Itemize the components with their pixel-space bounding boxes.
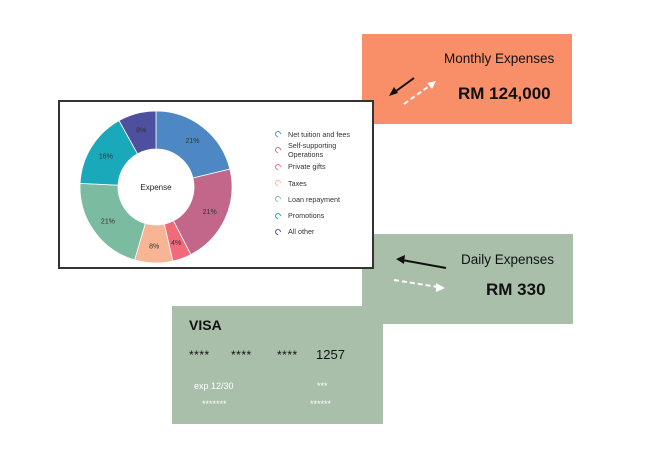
slice-percent-label: 21% <box>203 209 217 216</box>
legend-label: Loan repayment <box>288 194 340 204</box>
card-holder-mask: ****** <box>310 399 332 409</box>
legend-item[interactable]: Private gifts <box>273 159 372 175</box>
monthly-expenses-amount: RM 124,000 <box>458 84 551 103</box>
donut-center-label: Expense <box>140 183 172 192</box>
daily-expenses-amount: RM 330 <box>486 280 546 299</box>
chart-legend: Net tuition and fees Self-supporting Oper… <box>273 126 372 240</box>
legend-swatch-icon <box>273 146 283 155</box>
transfer-arrows-icon <box>393 255 447 292</box>
legend-item[interactable]: Loan repayment <box>273 191 372 207</box>
card-expiry: exp 12/30 <box>194 381 234 391</box>
legend-label: Taxes <box>288 178 307 188</box>
legend-label: Net tuition and fees <box>288 129 350 139</box>
legend-label: All other <box>288 227 315 237</box>
card-last-four: 1257 <box>316 347 345 362</box>
slice-percent-label: 16% <box>99 153 113 160</box>
slice-percent-label: 21% <box>185 138 199 145</box>
legend-label: Private gifts <box>288 162 326 172</box>
legend-swatch-icon <box>273 178 283 188</box>
legend-swatch-icon <box>273 162 283 171</box>
daily-expenses-card[interactable]: Daily Expenses RM 330 <box>362 234 573 324</box>
legend-item[interactable]: Net tuition and fees <box>273 126 372 142</box>
slice-percent-label: 4% <box>171 240 181 247</box>
card-number-group: **** <box>231 348 252 362</box>
transfer-arrows-icon <box>389 77 436 105</box>
expense-donut-chart: 21% 21% 4% 8% 21% 16% 8% Expense <box>79 110 233 264</box>
card-number-group: **** <box>189 348 210 362</box>
card-number-group: **** <box>277 348 298 362</box>
slice-percent-label: 21% <box>101 219 115 226</box>
donut-slice[interactable] <box>118 110 157 155</box>
legend-item[interactable]: Taxes <box>273 175 372 191</box>
card-cvv: *** <box>317 381 328 391</box>
card-brand: VISA <box>189 317 222 333</box>
daily-expenses-title: Daily Expenses <box>461 252 555 267</box>
legend-item[interactable]: Promotions <box>273 207 372 223</box>
legend-item[interactable]: All other <box>273 224 372 240</box>
legend-swatch-icon <box>273 195 283 204</box>
legend-swatch-icon <box>273 129 283 139</box>
monthly-expenses-title: Monthly Expenses <box>444 51 555 66</box>
card-holder-mask: ******* <box>202 399 227 409</box>
legend-label: Promotions <box>288 211 325 221</box>
monthly-expenses-card[interactable]: Monthly Expenses RM 124,000 <box>362 34 572 124</box>
slice-percent-label: 8% <box>149 243 159 250</box>
visa-card[interactable]: VISA **** **** **** 1257 exp 12/30 *** *… <box>172 306 383 424</box>
slice-percent-label: 8% <box>136 127 146 134</box>
legend-swatch-icon <box>273 227 283 237</box>
legend-label: Self-supporting Operations <box>287 141 337 160</box>
legend-item[interactable]: Self-supporting Operations <box>273 141 372 160</box>
expense-chart-panel: 21% 21% 4% 8% 21% 16% 8% Expense Net tuition a… <box>58 100 374 269</box>
legend-swatch-icon <box>273 211 283 220</box>
